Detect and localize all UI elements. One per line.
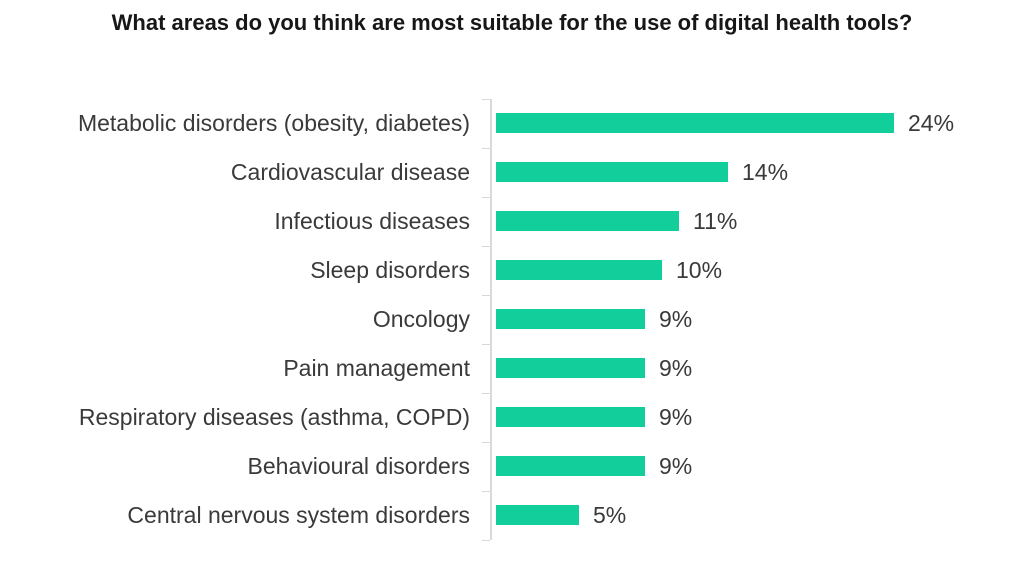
bar — [496, 260, 662, 280]
bar-row: Infectious diseases 11% — [0, 197, 1024, 246]
value-label: 14% — [742, 159, 789, 185]
category-label: Pain management — [283, 355, 470, 381]
axis-tick — [482, 540, 490, 541]
bar-row: Central nervous system disorders 5% — [0, 491, 1024, 540]
value-label: 11% — [693, 208, 738, 234]
bar-row: Oncology 9% — [0, 295, 1024, 344]
value-label: 9% — [659, 355, 693, 381]
category-label: Sleep disorders — [310, 257, 470, 283]
bar — [496, 505, 579, 525]
category-label: Respiratory diseases (asthma, COPD) — [78, 404, 470, 430]
bar-row: Pain management 9% — [0, 344, 1024, 393]
bar — [496, 162, 728, 182]
bar — [496, 113, 894, 133]
axis-tick — [482, 393, 490, 394]
bar — [496, 211, 679, 231]
axis-tick — [482, 99, 490, 100]
category-label: Cardiovascular disease — [230, 159, 470, 185]
value-label: 9% — [659, 306, 693, 332]
bar-row: Metabolic disorders (obesity, diabetes) 2… — [0, 99, 1024, 148]
bar — [496, 309, 645, 329]
axis-tick — [482, 442, 490, 443]
category-label: Metabolic disorders (obesity, diabetes) — [77, 110, 470, 136]
axis-tick — [482, 295, 490, 296]
value-label: 5% — [593, 502, 627, 528]
bar — [496, 407, 645, 427]
bar-row: Behavioural disorders 9% — [0, 442, 1024, 491]
axis-tick — [482, 148, 490, 149]
value-label: 9% — [659, 453, 693, 479]
category-label: Behavioural disorders — [247, 453, 470, 479]
bar-row: Respiratory diseases (asthma, COPD) 9% — [0, 393, 1024, 442]
category-label: Oncology — [372, 306, 470, 332]
value-label: 24% — [908, 110, 955, 136]
value-label: 9% — [659, 404, 693, 430]
value-label: 10% — [676, 257, 723, 283]
axis-tick — [482, 344, 490, 345]
bar — [496, 358, 645, 378]
category-axis-line — [490, 99, 492, 540]
axis-tick — [482, 246, 490, 247]
category-label: Infectious diseases — [274, 208, 470, 234]
axis-tick — [482, 197, 490, 198]
bar-row: Sleep disorders 10% — [0, 246, 1024, 295]
axis-tick — [482, 491, 490, 492]
category-label: Central nervous system disorders — [127, 502, 470, 528]
bar — [496, 456, 645, 476]
chart-title: What areas do you think are most suitabl… — [111, 10, 913, 35]
bar-row: Cardiovascular disease 14% — [0, 148, 1024, 197]
